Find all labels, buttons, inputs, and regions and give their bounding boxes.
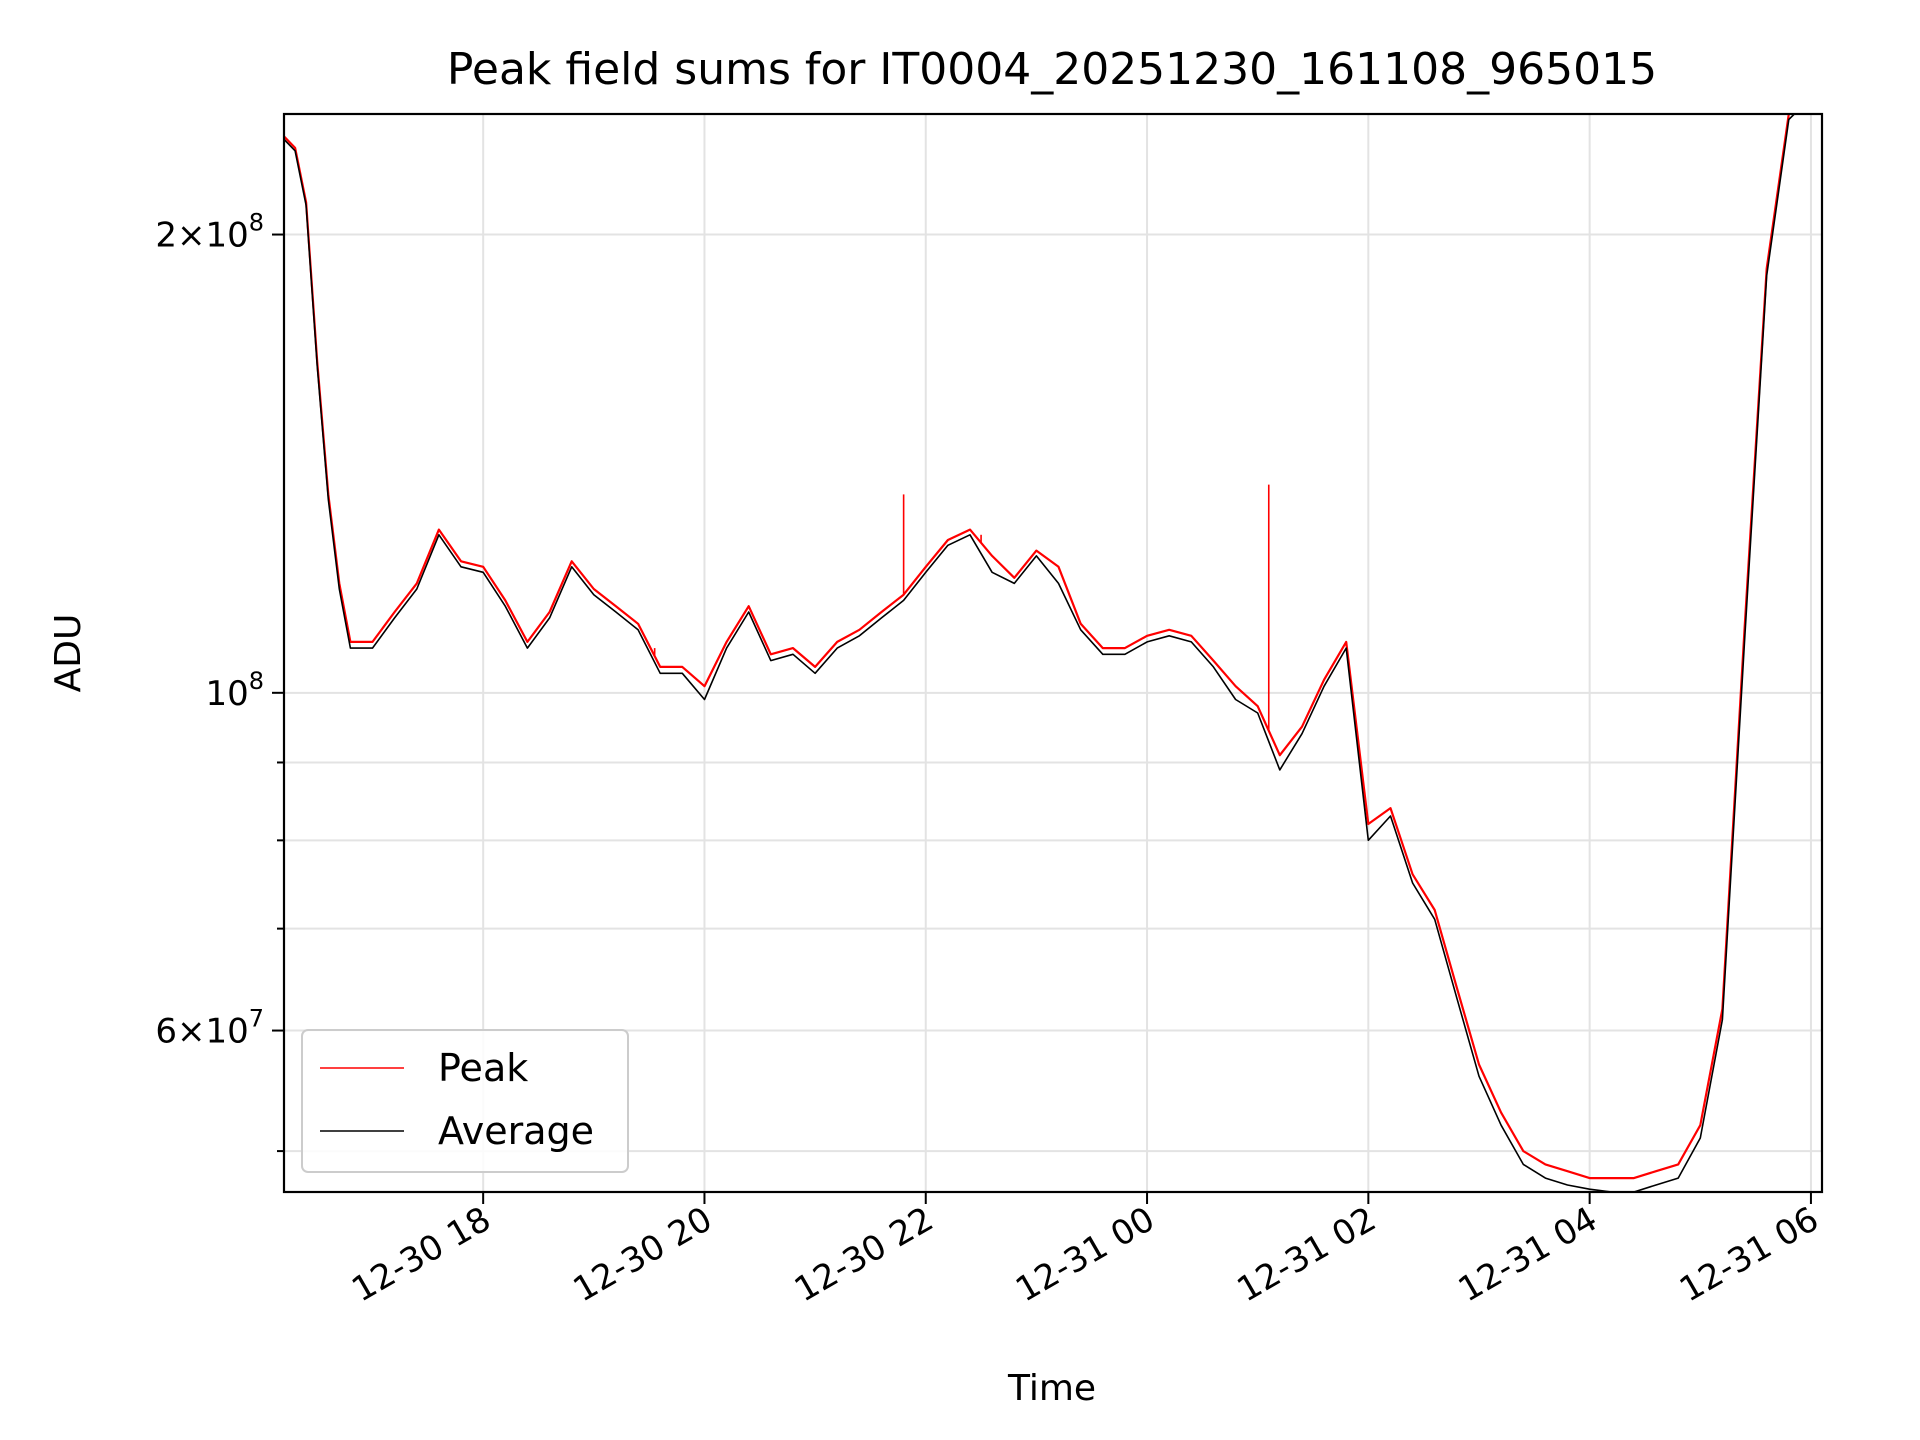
legend-average-label: Average (438, 1109, 594, 1153)
y-tick-label: 6×107 (155, 1005, 264, 1052)
x-axis-label: Time (1007, 1368, 1096, 1409)
y-tick-mantissa: 2×10 (155, 216, 248, 256)
legend-peak-label: Peak (438, 1046, 528, 1090)
y-tick-exponent: 7 (249, 1005, 264, 1033)
y-tick-exponent: 8 (249, 209, 264, 237)
chart-title: Peak field sums for IT0004_20251230_1611… (447, 44, 1657, 95)
legend-box (301, 1029, 629, 1173)
y-tick-label: 108 (205, 667, 264, 714)
legend: Peak Average (301, 1029, 629, 1173)
average-series-line (284, 114, 1796, 1192)
y-tick-exponent: 8 (249, 667, 264, 695)
y-tick-label: 2×108 (155, 209, 264, 256)
y-tick-mantissa: 6×10 (155, 1012, 248, 1052)
peak-series-line (284, 114, 1791, 1180)
y-axis-label: ADU (48, 614, 89, 693)
series-layer (284, 114, 1796, 1192)
y-tick-mantissa: 10 (205, 674, 248, 714)
axes-frame (282, 112, 1824, 1194)
